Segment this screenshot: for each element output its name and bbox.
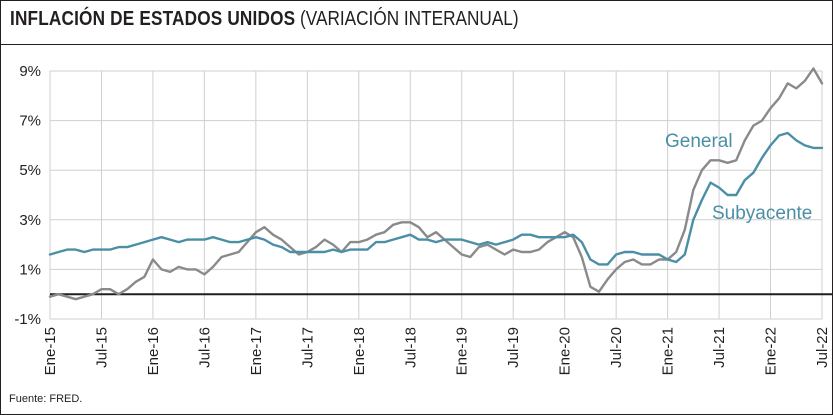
x-tick-label: Ene-16 (145, 327, 162, 375)
y-tick-label: 1% (19, 261, 41, 278)
series-line-general (48, 67, 824, 301)
x-tick-label: Jul-15 (93, 327, 110, 368)
series-label-subyacente: Subyacente (712, 203, 812, 224)
y-tick-label: 9% (19, 63, 41, 80)
series-line-subyacente (48, 131, 824, 266)
x-tick-label: Jul-17 (299, 327, 316, 368)
x-tick-label: Jul-20 (608, 327, 625, 368)
x-tick-label: Jul-16 (196, 327, 213, 368)
x-tick-label: Ene-20 (557, 327, 574, 375)
series-lines (48, 67, 824, 301)
y-tick-label: 7% (19, 113, 41, 130)
x-tick-label: Jul-21 (711, 327, 728, 368)
x-tick-label: Ene-22 (763, 327, 780, 375)
y-tick-label: 5% (19, 162, 41, 179)
x-tick-label: Ene-19 (454, 327, 471, 375)
chart-title-sub: (VARIACIÓN INTERANUAL) (300, 8, 519, 30)
series-labels: General Subyacente (665, 131, 812, 224)
x-axis-ticks: Ene-15 Jul-15 Ene-16 Jul-16 Ene-17 Jul-17 Ene-… (42, 327, 831, 375)
gridlines (49, 70, 823, 320)
y-axis-ticks: -1% 1% 3% 5% 7% 9% (14, 63, 41, 328)
y-tick-label: 3% (19, 212, 41, 229)
x-tick-label: Jul-22 (814, 327, 831, 368)
x-tick-label: Ene-18 (351, 327, 368, 375)
title-divider (0, 44, 833, 45)
chart-title-main: INFLACIÓN DE ESTADOS UNIDOS (10, 8, 296, 30)
y-tick-label: -1% (14, 311, 41, 328)
x-tick-label: Ene-21 (660, 327, 677, 375)
series-label-general: General (665, 131, 733, 152)
x-tick-label: Jul-19 (505, 327, 522, 368)
source-note: Fuente: FRED. (9, 393, 83, 405)
chart-title: INFLACIÓN DE ESTADOS UNIDOS (VARIACIÓN I… (10, 6, 519, 32)
x-tick-label: Jul-18 (402, 327, 419, 368)
x-tick-label: Ene-15 (42, 327, 59, 375)
x-tick-label: Ene-17 (248, 327, 265, 375)
